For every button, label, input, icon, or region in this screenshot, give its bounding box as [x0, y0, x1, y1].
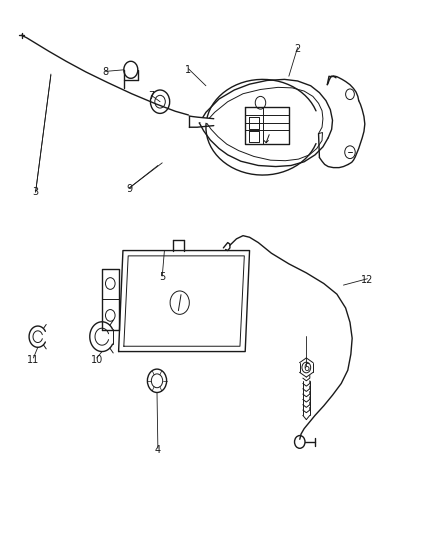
Text: 10: 10 — [91, 354, 103, 365]
Text: 6: 6 — [303, 362, 309, 373]
Text: 1: 1 — [185, 65, 191, 75]
Text: 2: 2 — [294, 44, 301, 53]
Text: 11: 11 — [27, 354, 39, 365]
Text: 4: 4 — [155, 445, 161, 455]
Text: 3: 3 — [32, 187, 39, 197]
Text: 5: 5 — [159, 272, 166, 282]
Text: 7: 7 — [148, 91, 155, 101]
Text: 8: 8 — [102, 68, 109, 77]
Text: 12: 12 — [361, 275, 374, 285]
Text: 9: 9 — [127, 184, 133, 195]
